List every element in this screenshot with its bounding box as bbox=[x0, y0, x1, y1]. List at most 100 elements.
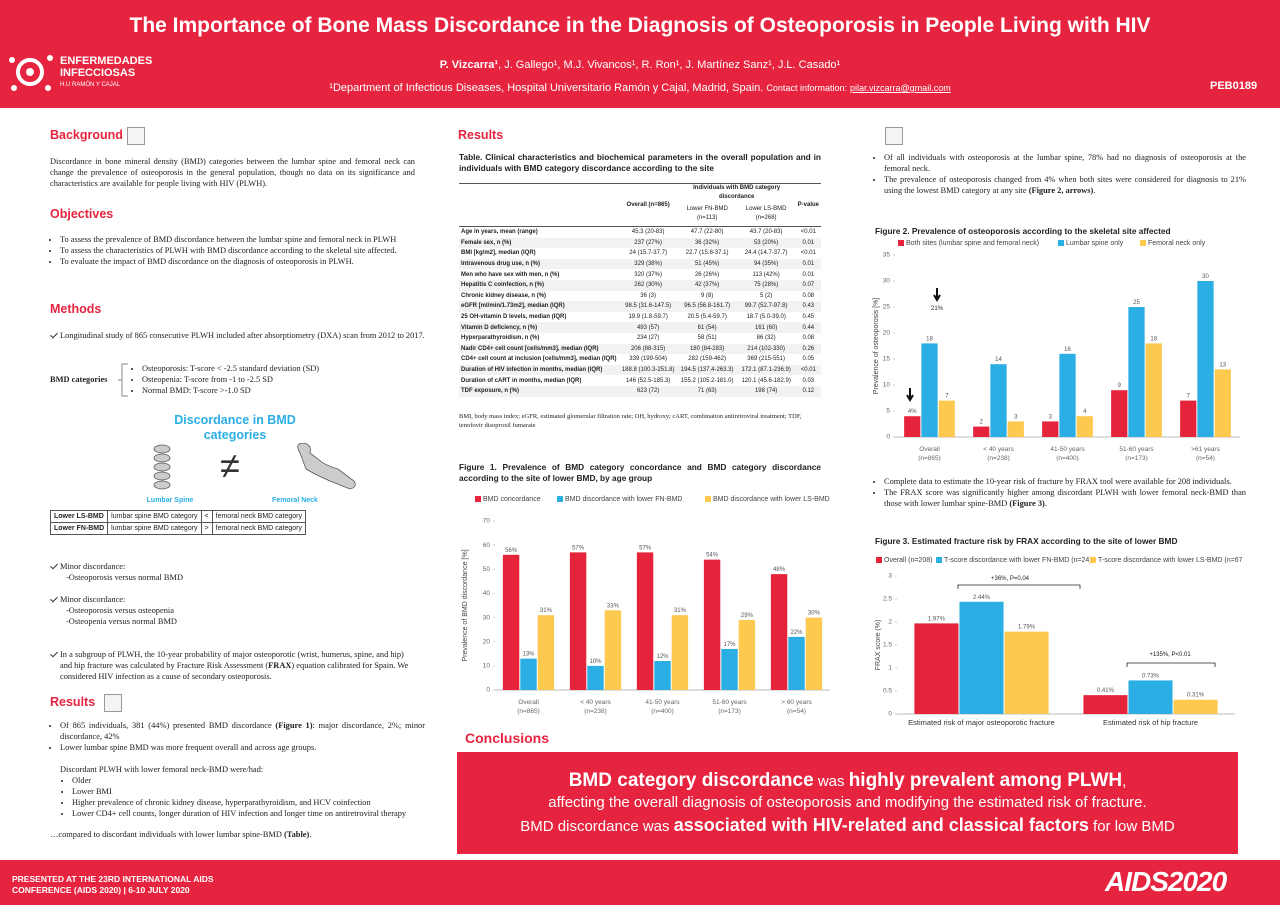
discordant-head: Discordant PLWH with lower femoral neck-… bbox=[60, 765, 264, 774]
bar bbox=[788, 636, 805, 690]
section-heading: Results bbox=[458, 128, 504, 142]
table-cell: 42 (37%) bbox=[677, 279, 737, 291]
text-segment: (Figure 3) bbox=[1009, 499, 1045, 508]
icon bbox=[885, 127, 903, 145]
table-cell: Hepatitis C coinfection, n (%) bbox=[459, 279, 619, 291]
table-row: Chronic kidney disease, n (%) 36 (3) 9 (8)… bbox=[459, 291, 821, 302]
legend-swatch bbox=[1140, 240, 1146, 246]
table-cell: eGFR [ml/min/1.73m2], median (IQR) bbox=[459, 301, 619, 312]
logo-line: INFECCIOSAS bbox=[60, 67, 136, 79]
discordant-list: OlderLower BMIHigher prevalence of chron… bbox=[62, 775, 425, 819]
value-label: 4 bbox=[1083, 409, 1087, 415]
text-segment: P. Vizcarra¹ bbox=[439, 59, 499, 71]
table-row: eGFR [ml/min/1.73m2], median (IQR) 98.5 (… bbox=[459, 301, 821, 312]
discordance-head: Minor discordance: bbox=[60, 595, 126, 604]
contact-email[interactable]: pilar.vizcarra@gmail.com bbox=[850, 83, 951, 93]
conference-logo: AIDS2020 bbox=[1105, 866, 1227, 897]
table-cell: CD4+ cell count at inclusion [cells/mm3]… bbox=[461, 356, 617, 363]
table-cell: <0.01 bbox=[795, 364, 821, 376]
text-segment: …compared to discordant individuals with… bbox=[50, 830, 284, 839]
bar bbox=[1042, 421, 1059, 437]
legend-swatch bbox=[936, 557, 942, 563]
footer: PRESENTED AT THE 23RD INTERNATIONAL AIDS… bbox=[0, 860, 1280, 905]
table-cell: BMI [kg/m2], median (IQR) bbox=[461, 250, 536, 257]
affiliation: ¹Department of Infectious Diseases, Hosp… bbox=[329, 82, 764, 94]
result-item: Of 865 individuals, 381 (44%) presented … bbox=[60, 720, 425, 742]
table-cell: 43.7 (20-83) bbox=[749, 229, 783, 236]
legend-label: T-score discordance with lower LS-BMD (n… bbox=[1098, 557, 1242, 564]
table-cell: 58 (51) bbox=[697, 335, 717, 342]
table-row: Age in years, mean (range) 45.3 (20-83) 47… bbox=[459, 227, 821, 238]
bar bbox=[1111, 390, 1128, 437]
table-row: Lower LS-BMD lumbar spine BMD category < fe… bbox=[49, 510, 307, 523]
text-segment: , bbox=[1122, 773, 1127, 790]
table-row: BMI [kg/m2], median (IQR) 24 (15.7-37.7) 2… bbox=[459, 248, 821, 259]
bar bbox=[1128, 307, 1145, 437]
table-cell: 194.5 (137.4-263.3) bbox=[677, 364, 737, 376]
legend-label: Femoral neck only bbox=[1148, 240, 1206, 247]
header-cell: Lower LS-BMD (n=268) bbox=[745, 206, 787, 221]
bar bbox=[914, 623, 959, 714]
table-cell: 234 (27) bbox=[636, 335, 660, 342]
table-cell: Lower LS-BMD bbox=[49, 510, 109, 523]
discordance-block: Minor discordance: -Osteoporosis versus n… bbox=[50, 561, 415, 638]
table-cell: < bbox=[200, 510, 213, 523]
bar bbox=[1197, 281, 1214, 437]
title: The Importance of Bone Mass Discordance … bbox=[129, 14, 1151, 37]
result-item: The prevalence of osteoporosis changed f… bbox=[884, 174, 1246, 196]
bar bbox=[1059, 353, 1076, 437]
text-segment: , J. Gallego¹, M.J. Vivancos¹, R. Ron¹, … bbox=[498, 59, 841, 71]
table-row: Nadir CD4+ cell count [cells/mm3], media… bbox=[459, 343, 821, 355]
table-cell: 5 (2) bbox=[759, 292, 773, 299]
table-cell: 9 (8) bbox=[700, 292, 714, 299]
x-tick-label: < 40 years (n=238) bbox=[580, 699, 611, 715]
table-cell: 45.3 (20-83) bbox=[631, 229, 665, 236]
bar bbox=[1173, 699, 1218, 714]
x-tick-label-line: (n=173) bbox=[1125, 455, 1148, 461]
y-tick-label: 30 bbox=[483, 614, 491, 621]
figure-1: 0 10 20 30 40 50 60 70 Prevalence of BMD discord… bbox=[462, 496, 830, 715]
results-list: Complete data to estimate the 10-year ri… bbox=[874, 476, 1246, 509]
table-cell: Duration of HIV infection in months, med… bbox=[459, 364, 619, 376]
frax-item: In a subgroup of PLWH, the 10-year proba… bbox=[50, 649, 415, 682]
legend-label: BMD discordance with lower LS-BMD bbox=[713, 496, 830, 503]
x-tick-label-line: 41-50 years bbox=[645, 699, 680, 706]
table-cell: 94 (35%) bbox=[736, 258, 796, 270]
bracket bbox=[1126, 662, 1216, 667]
bar bbox=[1083, 695, 1128, 714]
x-tick-label: 51-60 years (n=173) bbox=[712, 699, 747, 715]
y-tick-label: 30 bbox=[883, 278, 891, 285]
y-tick-label: 35 bbox=[883, 252, 891, 259]
table-cell: 0.05 bbox=[802, 356, 815, 363]
not-equal-sign: ≠ bbox=[220, 445, 240, 486]
y-tick-label: 25 bbox=[883, 304, 891, 311]
y-axis-label: Prevalence of BMD discordance [%] bbox=[462, 549, 469, 661]
y-tick-label: 0 bbox=[486, 687, 490, 694]
definition-table: Lower LS-BMD lumbar spine BMD category < fe… bbox=[49, 510, 307, 535]
table-cell: Nadir CD4+ cell count [cells/mm3], media… bbox=[459, 343, 619, 355]
conclusion-line: affecting the overall diagnosis of osteo… bbox=[548, 794, 1147, 811]
table-cell: 98.5 (31.6-147.5) bbox=[618, 301, 678, 312]
table-row: Duration of HIV infection in months, med… bbox=[459, 364, 821, 376]
table-cell: 282 (159-462) bbox=[688, 356, 726, 363]
x-tick-label: > 60 years (n=54) bbox=[781, 699, 812, 715]
paragraph: Discordance in bone mineral density (BMD… bbox=[50, 157, 415, 188]
value-label: 0.31% bbox=[1187, 693, 1205, 699]
text-segment: The FRAX score was significantly higher … bbox=[884, 488, 1246, 508]
table-cell: 51 (45%) bbox=[677, 258, 737, 270]
section-heading: Methods bbox=[50, 302, 102, 316]
conclusion-box: BMD category discordance was highly prev… bbox=[457, 752, 1238, 854]
table-cell: 24 (15.7-37.7) bbox=[629, 250, 667, 257]
table-cell: 22.7 (15.8-37.1) bbox=[685, 250, 729, 257]
legend-swatch bbox=[1058, 240, 1064, 246]
text-segment: In a subgroup of PLWH, the 10-year proba… bbox=[60, 650, 404, 670]
value-label: 31% bbox=[674, 608, 687, 614]
table-cell: 24.4 (14.7-37.7) bbox=[744, 250, 788, 257]
value-label: 10% bbox=[589, 659, 602, 665]
section-heading: Results bbox=[50, 695, 96, 709]
table-row: Female sex, n (%) 237 (27%) 36 (32%) 53 (20… bbox=[459, 237, 821, 249]
table-cell: 0.12 bbox=[795, 385, 821, 397]
x-tick-label-line: (n=400) bbox=[1056, 455, 1079, 461]
header-cell: Overall (n=865) bbox=[626, 201, 670, 208]
table-cell: 0.01 bbox=[802, 271, 815, 278]
